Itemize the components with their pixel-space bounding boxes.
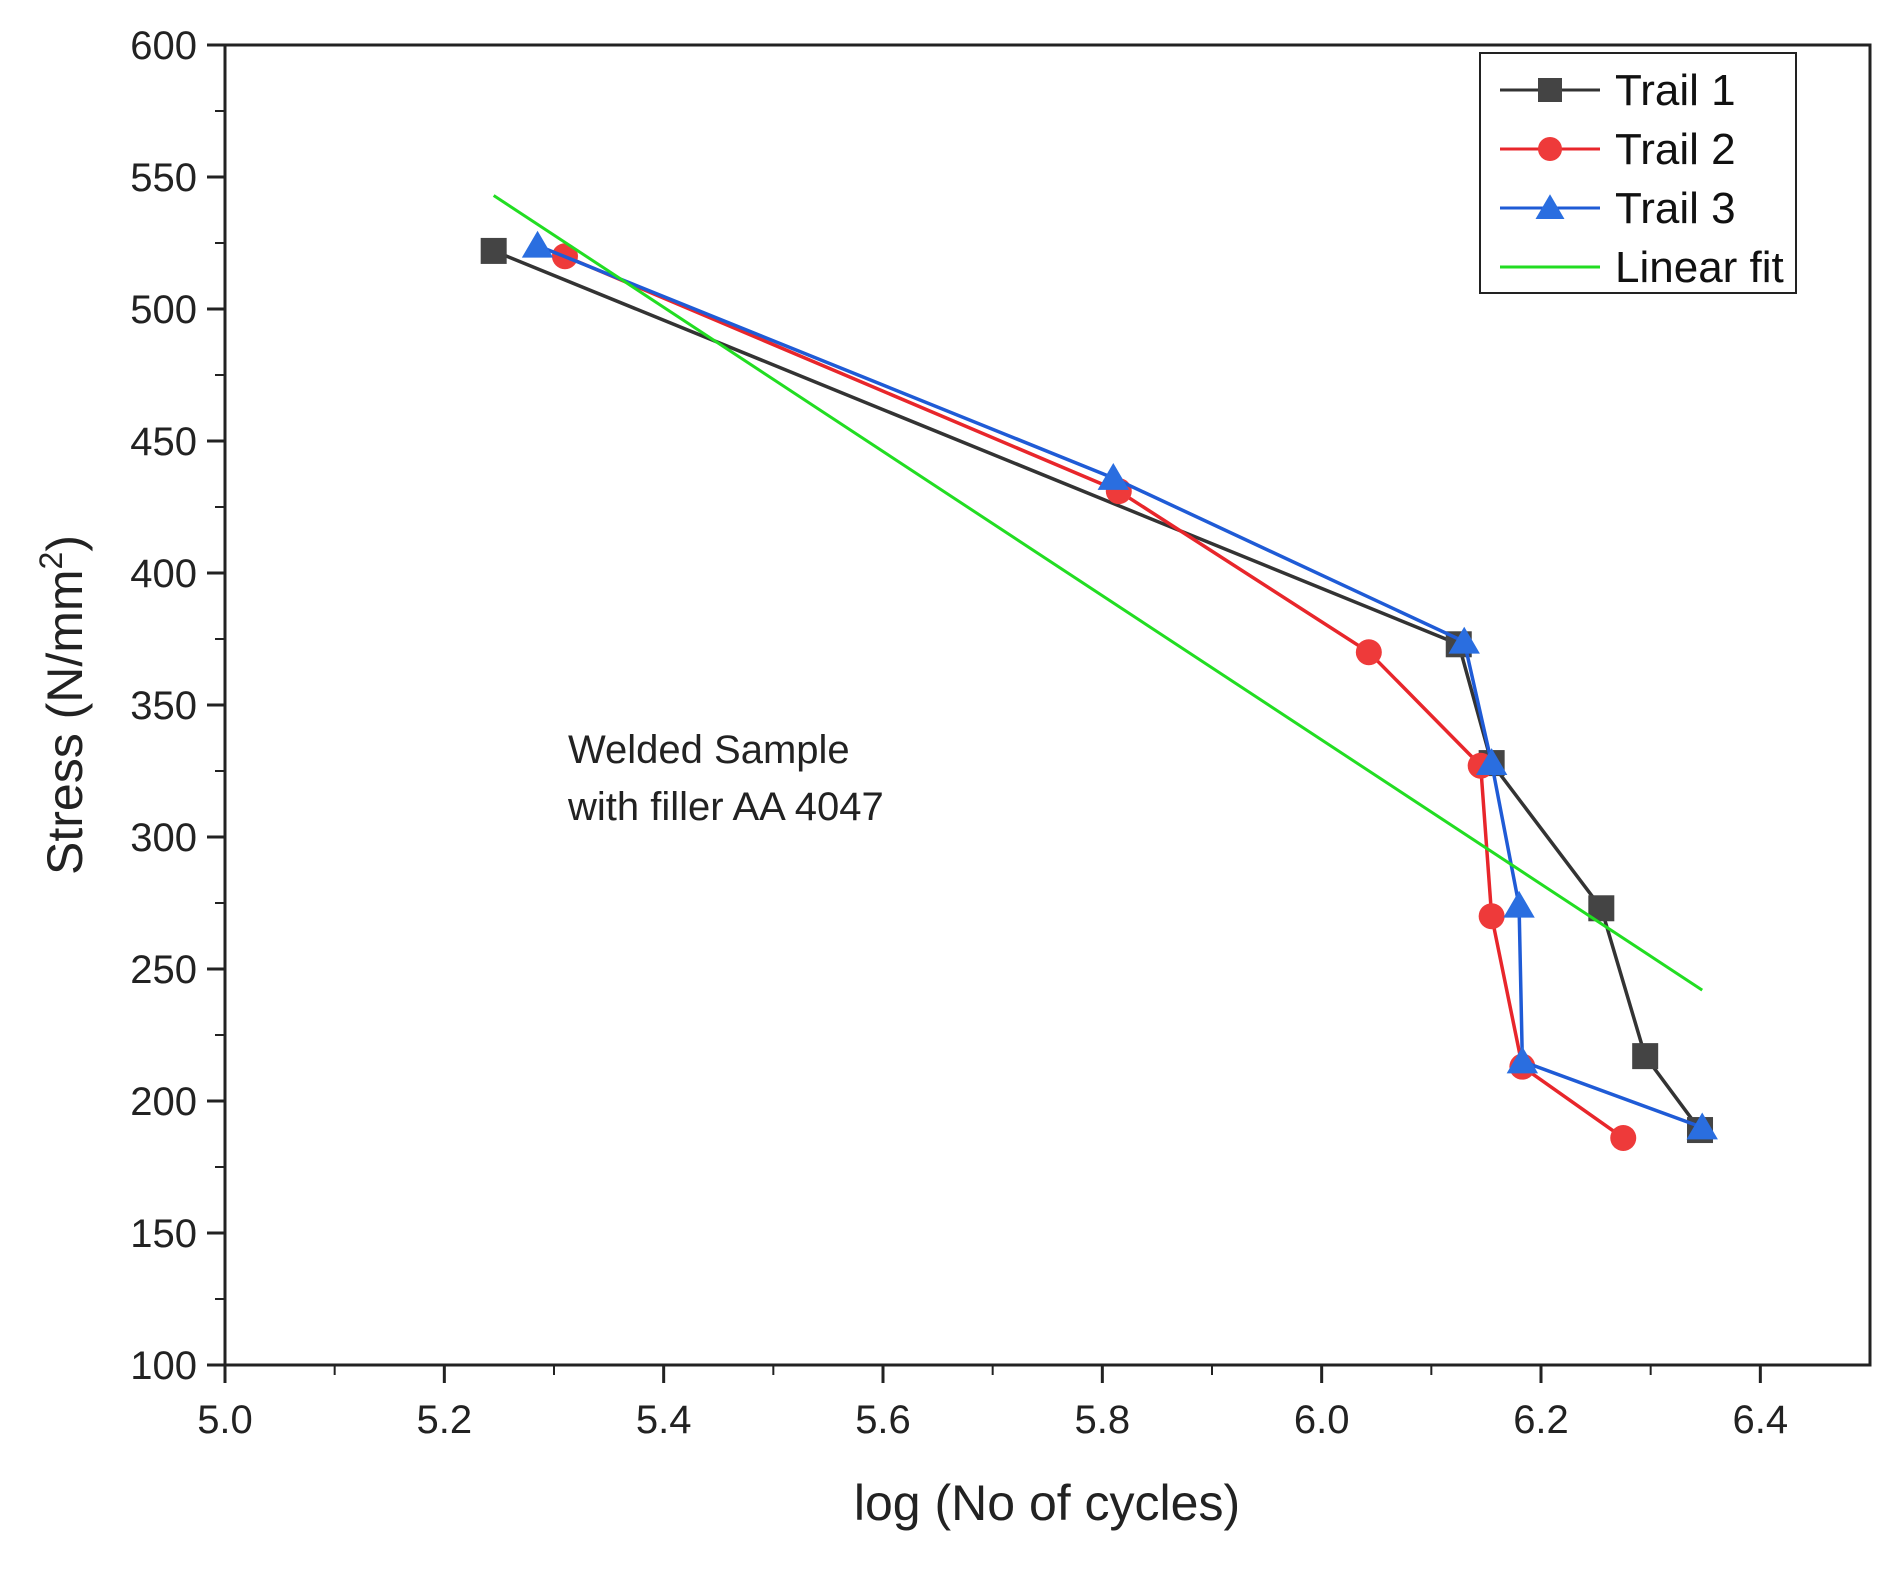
y-axis-title: Stress (N/mm2) (33, 535, 93, 875)
series-line (492, 194, 1704, 992)
x-axis-title: log (No of cycles) (854, 1475, 1240, 1531)
data-point (1478, 903, 1505, 930)
legend-label: Trail 1 (1615, 66, 1736, 115)
legend: Trail 1 Trail 2 Trail 3 Linear fit (1479, 52, 1797, 294)
x-axis: 5.0 5.2 5.4 5.6 5.8 6.0 6.2 6.4 (197, 1365, 1788, 1442)
y-tick-label: 400 (130, 552, 197, 596)
data-point (1632, 1043, 1659, 1070)
y-tick-label: 200 (130, 1080, 197, 1124)
series-linear-fit (492, 194, 1704, 992)
y-axis: 100 150 200 250 300 350 400 450 500 550 600 (130, 24, 225, 1388)
legend-item: Trail 1 (1500, 66, 1736, 115)
series-trail-3 (521, 230, 1718, 1140)
data-point (1448, 626, 1480, 654)
series-layer (480, 194, 1718, 1151)
x-tick-label: 6.4 (1733, 1398, 1789, 1442)
y-axis-title-end: ) (37, 535, 93, 552)
annotation-line-1: Welded Sample (568, 728, 850, 772)
legend-label: Trail 2 (1615, 125, 1736, 174)
legend-item: Linear fit (1500, 243, 1784, 292)
legend-marker (1538, 78, 1562, 102)
annotation-line-2: with filler AA 4047 (567, 785, 884, 829)
data-point (1506, 1046, 1539, 1074)
legend-box (1479, 52, 1797, 294)
x-tick-label: 5.4 (636, 1398, 692, 1442)
y-axis-title-sup: 2 (33, 552, 69, 570)
y-tick-label: 350 (130, 684, 197, 728)
x-tick-label: 6.0 (1294, 1398, 1350, 1442)
data-point (1475, 748, 1508, 776)
data-point (1503, 890, 1535, 918)
x-tick-label: 5.2 (417, 1398, 473, 1442)
data-point (521, 230, 554, 258)
legend-marker (1538, 137, 1562, 161)
data-point (1686, 1112, 1718, 1140)
y-tick-label: 150 (130, 1212, 197, 1256)
data-point (480, 237, 507, 264)
series-line (536, 244, 1703, 1130)
y-axis-title-main: Stress (N/mm (37, 569, 93, 875)
x-tick-label: 5.8 (1075, 1398, 1131, 1442)
series-line (564, 254, 1625, 1140)
legend-item: Trail 2 (1500, 125, 1736, 174)
legend-item: Trail 3 (1500, 184, 1736, 233)
legend-label: Linear fit (1615, 243, 1784, 292)
y-tick-label: 450 (130, 420, 197, 464)
legend-marker (1535, 194, 1565, 220)
data-point (1610, 1124, 1637, 1151)
data-point (1097, 463, 1129, 490)
x-tick-label: 6.2 (1513, 1398, 1569, 1442)
y-tick-label: 500 (130, 288, 197, 332)
y-tick-label: 100 (130, 1344, 197, 1388)
x-tick-label: 5.0 (197, 1398, 253, 1442)
y-tick-label: 550 (130, 156, 197, 200)
legend-label: Trail 3 (1615, 184, 1736, 233)
y-tick-label: 300 (130, 816, 197, 860)
data-point (1355, 639, 1382, 666)
series-line (493, 249, 1702, 1132)
y-tick-label: 250 (130, 948, 197, 992)
series-trail-1 (480, 237, 1714, 1144)
x-tick-label: 5.6 (855, 1398, 911, 1442)
y-tick-label: 600 (130, 24, 197, 68)
